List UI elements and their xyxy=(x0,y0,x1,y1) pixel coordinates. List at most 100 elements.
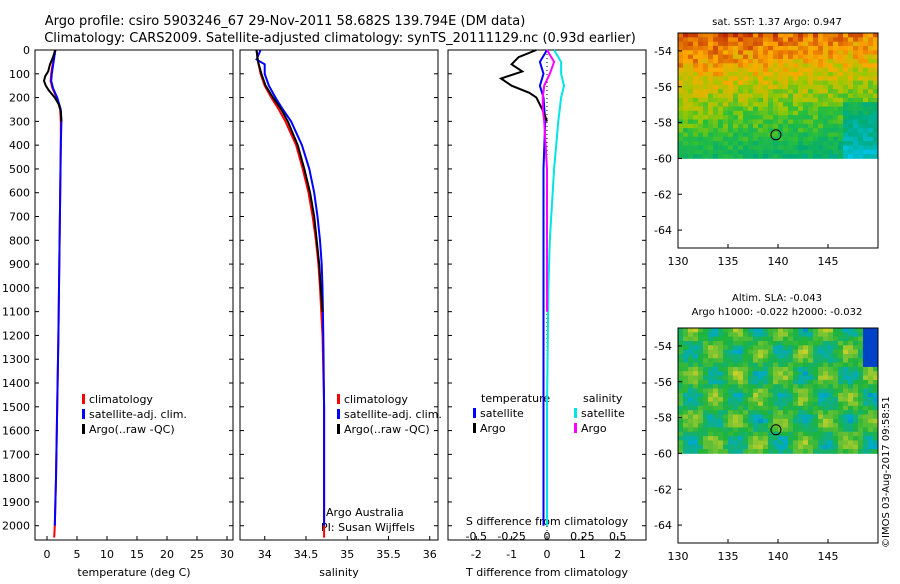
heatmap-cell xyxy=(813,358,819,363)
heatmap-cell xyxy=(708,132,714,138)
heatmap-cell xyxy=(793,93,799,99)
heatmap-cell xyxy=(688,97,694,103)
heatmap-cell xyxy=(753,67,759,73)
heatmap-cell xyxy=(723,423,729,428)
heatmap-cell xyxy=(758,336,764,342)
heatmap-cell xyxy=(763,97,769,103)
heatmap-cell xyxy=(818,106,824,112)
heatmap-cell xyxy=(798,71,804,77)
heatmap-cell xyxy=(798,388,804,394)
heatmap-cell xyxy=(713,349,719,355)
heatmap-cell xyxy=(743,115,749,120)
heatmap-cell xyxy=(698,58,704,64)
heatmap-cell xyxy=(718,332,724,338)
heatmap-cell xyxy=(678,410,684,415)
heatmap-cell xyxy=(783,50,789,56)
heatmap-cell xyxy=(833,332,839,338)
heatmap-cell xyxy=(788,89,794,94)
temperature-xlabel: temperature (deg C) xyxy=(77,566,190,579)
heatmap-cell xyxy=(808,371,814,376)
heatmap-cell xyxy=(728,67,734,73)
difference-series-2 xyxy=(546,49,566,526)
heatmap-cell xyxy=(683,145,689,151)
heatmap-cell xyxy=(728,366,734,372)
heatmap-cell xyxy=(728,33,734,38)
heatmap-cell xyxy=(703,366,709,372)
heatmap-cell xyxy=(778,145,784,151)
heatmap-cell xyxy=(783,345,789,351)
heatmap-cell xyxy=(713,384,719,389)
heatmap-cell xyxy=(763,340,769,346)
heatmap-cell xyxy=(708,410,714,415)
heatmap-cell xyxy=(778,80,784,86)
heatmap-cell xyxy=(828,76,834,81)
heatmap-cell xyxy=(683,366,689,372)
heatmap-cell xyxy=(808,37,814,43)
heatmap-cell xyxy=(798,362,804,368)
heatmap-cell xyxy=(808,41,814,47)
heatmap-cell xyxy=(823,63,829,68)
heatmap-cell xyxy=(783,353,789,359)
heatmap-cell xyxy=(688,128,694,133)
sla-map-title-line2: Argo h1000: -0.022 h2000: -0.032 xyxy=(692,307,863,318)
heatmap-cell xyxy=(828,89,834,94)
temperature-tick-label: 10 xyxy=(100,548,114,561)
heatmap-cell xyxy=(853,50,859,56)
heatmap-cell xyxy=(863,149,869,155)
heatmap-cell xyxy=(758,436,764,441)
heatmap-cell xyxy=(763,145,769,151)
heatmap-cell xyxy=(858,436,864,441)
heatmap-cell xyxy=(838,397,844,402)
heatmap-cell xyxy=(783,41,789,47)
heatmap-cell xyxy=(813,349,819,355)
heatmap-cell xyxy=(698,436,704,441)
heatmap-cell xyxy=(873,375,879,381)
heatmap-cell xyxy=(703,431,709,437)
heatmap-cell xyxy=(873,340,879,346)
heatmap-cell xyxy=(808,340,814,346)
heatmap-cell xyxy=(833,54,839,60)
heatmap-cell xyxy=(678,37,684,43)
heatmap-cell xyxy=(688,154,694,159)
heatmap-cell xyxy=(798,37,804,43)
heatmap-cell xyxy=(708,388,714,394)
heatmap-cell xyxy=(688,392,694,398)
heatmap-cell xyxy=(753,58,759,64)
heatmap-cell xyxy=(823,427,829,433)
heatmap-cell xyxy=(753,427,759,433)
heatmap-cell xyxy=(848,436,854,441)
heatmap-cell xyxy=(768,328,774,333)
heatmap-cell xyxy=(748,392,754,398)
heatmap-cell xyxy=(798,427,804,433)
t-tick-label: -1 xyxy=(506,548,517,561)
heatmap-cell xyxy=(773,102,779,107)
heatmap-cell xyxy=(723,349,729,355)
heatmap-cell xyxy=(783,119,789,125)
heatmap-cell xyxy=(733,345,739,351)
heatmap-cell xyxy=(703,84,709,90)
heatmap-cell xyxy=(858,115,864,120)
heatmap-cell xyxy=(708,93,714,99)
heatmap-cell xyxy=(703,71,709,77)
heatmap-cell xyxy=(798,345,804,351)
heatmap-cell xyxy=(843,132,849,138)
heatmap-cell xyxy=(758,50,764,56)
heatmap-cell xyxy=(718,149,724,155)
heatmap-cell xyxy=(808,401,814,407)
heatmap-cell xyxy=(788,71,794,77)
heatmap-cell xyxy=(853,366,859,372)
heatmap-cell xyxy=(763,353,769,359)
heatmap-cell xyxy=(753,141,759,146)
heatmap-cell xyxy=(678,371,684,376)
heatmap-cell xyxy=(833,106,839,112)
heatmap-cell xyxy=(748,427,754,433)
heatmap-cell xyxy=(773,106,779,112)
heatmap-cell xyxy=(748,379,754,385)
heatmap-cell xyxy=(858,154,864,159)
heatmap-cell xyxy=(723,76,729,81)
heatmap-cell xyxy=(708,45,714,51)
heatmap-cell xyxy=(773,345,779,351)
heatmap-cell xyxy=(723,328,729,333)
heatmap-cell xyxy=(763,84,769,90)
heatmap-cell xyxy=(838,414,844,420)
